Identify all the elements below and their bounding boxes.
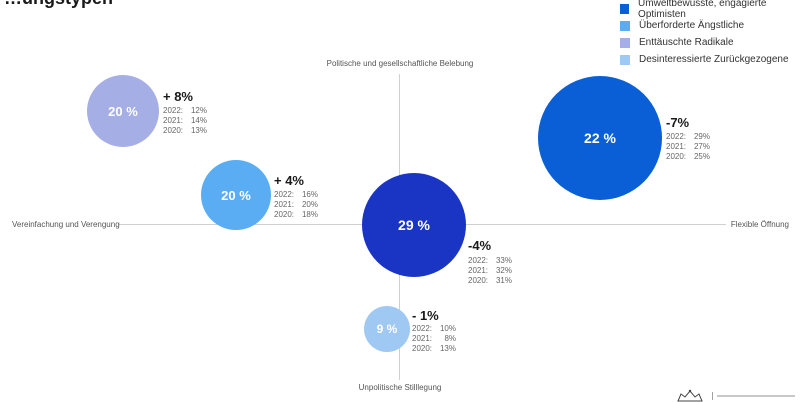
legend-label-aengstliche: Überforderte Ängstliche (639, 20, 745, 31)
history-aengstliche: 2022: 16% 2021: 20% 2020: 18% (274, 190, 318, 219)
legend-label-radikale: Enttäuschte Radikale (639, 37, 734, 48)
axis-label-top: Politische und gesellschaftliche Belebun… (326, 59, 474, 68)
legend-swatch-radikale (620, 37, 630, 48)
change-zurueckgezogene: - 1% (412, 308, 439, 323)
legend-item-aengstliche: Überforderte Ängstliche (620, 17, 800, 34)
bubble-zurueckgezogene-share: 9 % (376, 322, 398, 336)
history-radikale: 2022: 12% 2021: 14% 2020: 13% (163, 106, 207, 135)
bubble-radikale-share: 20 % (108, 103, 138, 119)
axis-label-left: Vereinfachung und Verengung (12, 220, 120, 229)
bubble-radikale: 20 % (87, 75, 159, 147)
change-radikale: + 8% (163, 89, 193, 104)
legend-label-zurueckgezogene: Desinteressierte Zurückgezogene (639, 54, 789, 65)
legend-item-zurueckgezogene: Desinteressierte Zurückgezogene (620, 51, 800, 68)
change-aengstliche: + 4% (274, 173, 304, 188)
change-center: -4% (468, 238, 492, 253)
history-optimisten: 2022: 29% 2021: 27% 2020: 25% (666, 132, 710, 161)
legend-item-radikale: Enttäuschte Radikale (620, 34, 800, 51)
change-optimisten: -7% (666, 115, 690, 130)
chart-title: …ungstypen (4, 0, 113, 9)
bubble-aengstliche-share: 20 % (221, 187, 251, 203)
publisher-wordmark-icon (712, 392, 795, 400)
bubble-optimisten-share: 22 % (584, 130, 616, 146)
legend-item-optimisten: Umweltbewusste, engagierte Optimisten (620, 0, 800, 20)
axis-label-right: Flexible Öffnung (730, 220, 789, 229)
legend-label-optimisten: Umweltbewusste, engagierte Optimisten (638, 0, 767, 20)
history-zurueckgezogene: 2022: 10% 2021: 8% 2020: 13% (412, 324, 456, 353)
legend-swatch-optimisten (620, 3, 630, 14)
legend: Umweltbewusste, engagierte Optimisten Üb… (620, 0, 800, 68)
axis-label-bottom: Unpolitische Stilllegung (358, 383, 442, 392)
legend-swatch-aengstliche (620, 20, 630, 31)
history-center: 2022: 33% 2021: 32% 2020: 31% (468, 256, 512, 285)
bubble-zurueckgezogene: 9 % (364, 306, 410, 352)
bubble-center-share: 29 % (398, 217, 430, 233)
bubble-center: 29 % (362, 173, 466, 277)
bubble-optimisten: 22 % (538, 76, 662, 200)
legend-swatch-zurueckgezogene (620, 54, 630, 65)
bubble-aengstliche: 20 % (201, 160, 271, 230)
